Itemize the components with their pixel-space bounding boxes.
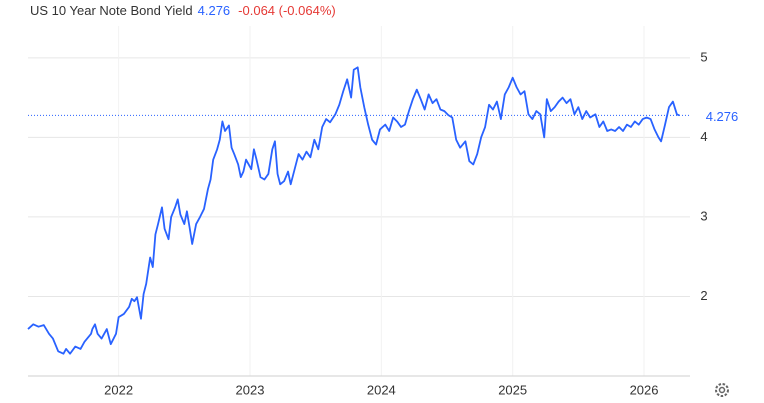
chart-header: US 10 Year Note Bond Yield 4.276 -0.064 (-… — [30, 3, 336, 18]
chart-title: US 10 Year Note Bond Yield — [30, 3, 193, 18]
y-tick-label: 2 — [700, 288, 707, 303]
y-tick-label: 3 — [700, 208, 707, 223]
x-tick-label: 2025 — [498, 382, 527, 397]
x-tick-label: 2022 — [104, 382, 133, 397]
gear-hub — [718, 386, 726, 394]
y-tick-label: 5 — [700, 49, 707, 64]
price-line — [27, 66, 680, 355]
settings-icon[interactable] — [715, 383, 729, 397]
gear-teeth — [715, 383, 729, 397]
price-change: -0.064 (-0.064%) — [238, 3, 336, 18]
x-tick-label: 2024 — [367, 382, 396, 397]
y-tick-label: 4 — [700, 129, 707, 144]
x-tick-label: 2026 — [630, 382, 659, 397]
x-tick-label: 2023 — [236, 382, 265, 397]
current-price: 4.276 — [198, 3, 231, 18]
current-price-label: 4.276 — [706, 109, 739, 124]
